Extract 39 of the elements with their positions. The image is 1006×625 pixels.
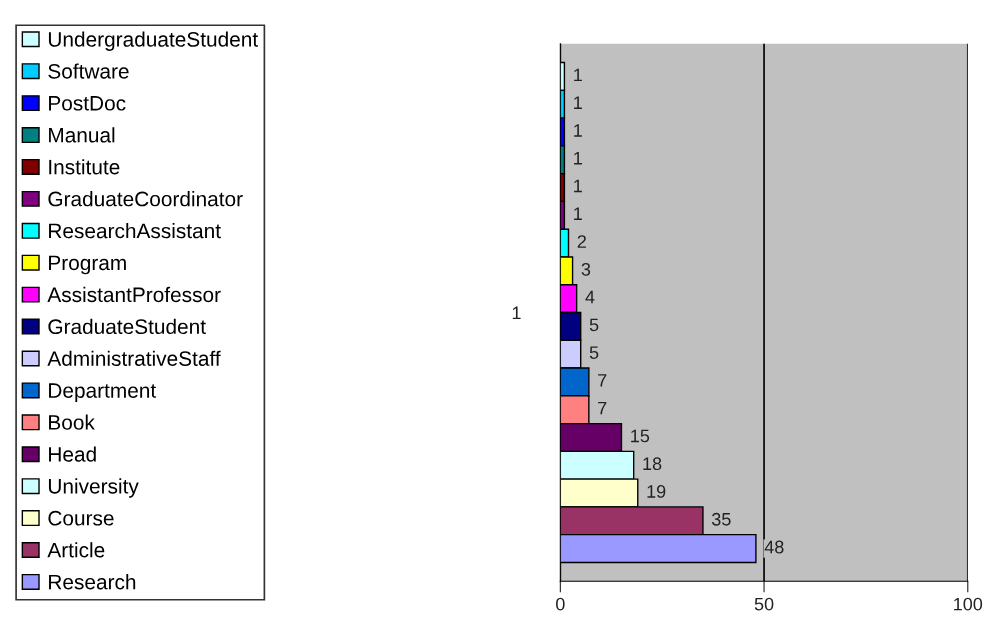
legend-label: AssistantProfessor [47,286,221,303]
x-tick-label: 100 [954,597,983,611]
data-label: 5 [589,318,599,332]
data-label: 5 [589,346,599,359]
legend-label: Department [49,383,157,403]
legend-label: ResearchAssistant [49,222,221,239]
data-label: 7 [598,401,607,415]
legend-label: AdministrativeStaff [47,350,221,366]
legend-label: Course [48,510,114,526]
data-label: 3 [581,262,591,276]
legend-label: Manual [49,127,115,143]
x-tick-label: 50 [754,597,774,611]
data-label: 48 [764,540,784,554]
data-label: 35 [711,512,731,526]
data-label: 15 [631,429,650,443]
legend-label: Article [47,542,105,558]
data-label: 4 [585,290,595,304]
legend-label: Book [49,414,95,430]
data-label: 1 [574,124,582,137]
legend-label: University [48,478,139,498]
data-label: 1 [574,207,582,220]
legend-label: Research [49,574,136,590]
legend-label: PostDoc [49,96,126,111]
data-label: 1 [574,68,582,82]
data-label: 1 [574,96,582,109]
legend-label: GraduateStudent [48,318,206,335]
legend-label: Head [49,446,96,462]
data-label: 18 [643,457,662,471]
data-label: 1 [574,179,582,193]
data-label: 7 [598,374,607,387]
data-label: 2 [577,235,586,248]
legend-label: GraduateCoordinator [48,191,243,207]
x-tick-label: 0 [556,597,565,611]
legend-label: Institute [49,159,120,175]
data-label: 1 [574,152,582,165]
legend-label: Program [49,255,126,275]
legend-label: UndergraduateStudent [48,31,258,51]
data-label: 19 [647,485,666,498]
legend-label: Software [48,63,129,79]
